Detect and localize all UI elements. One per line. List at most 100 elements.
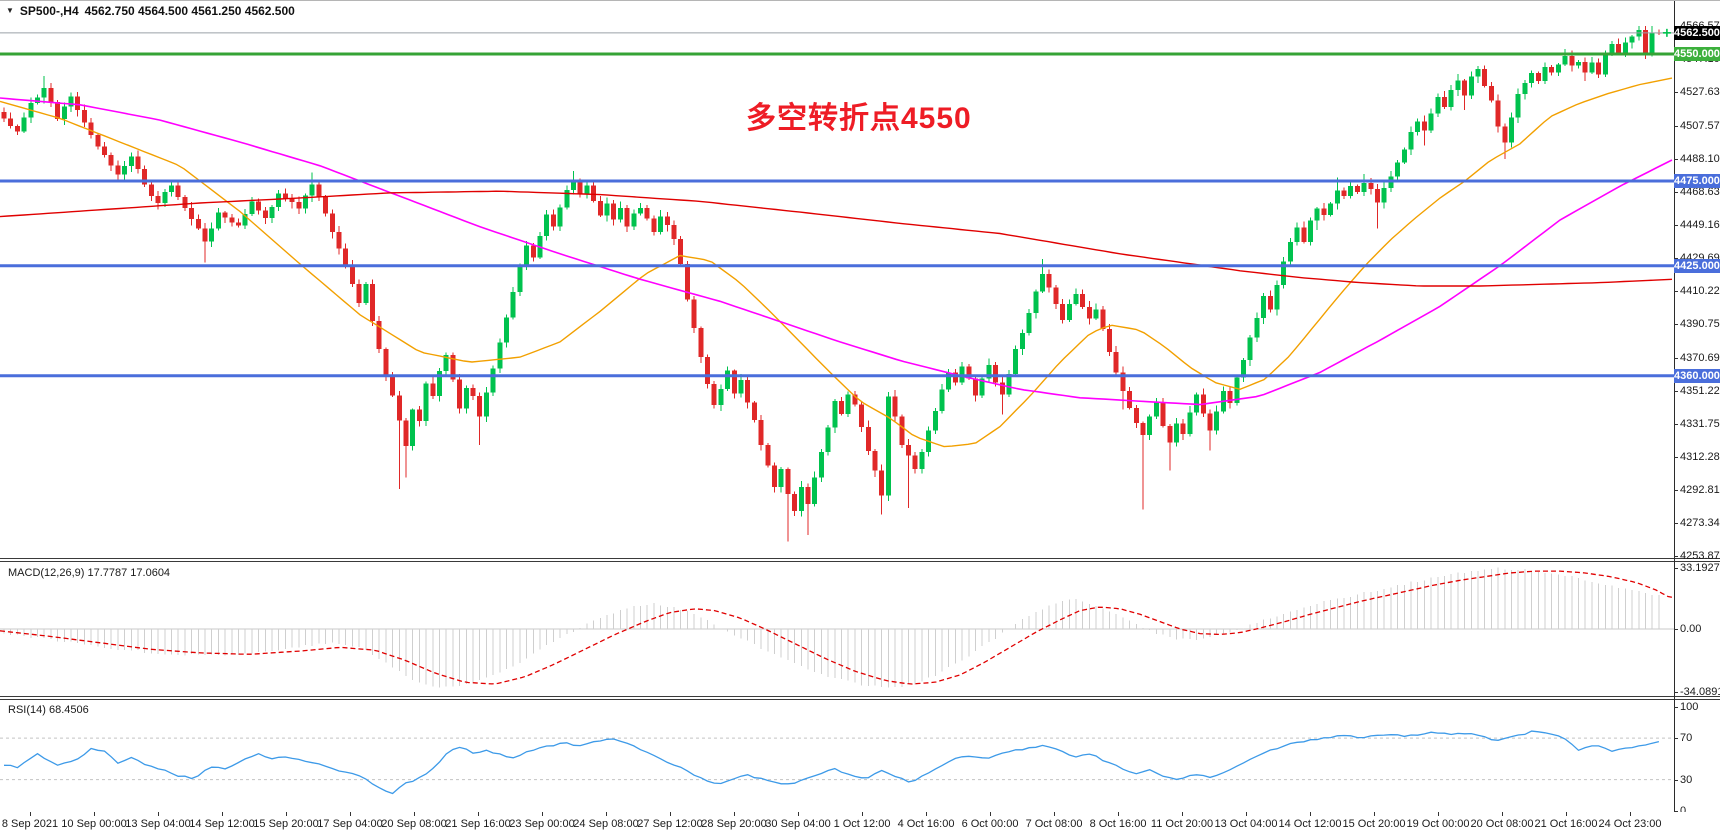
candle bbox=[316, 184, 322, 197]
time-tick bbox=[222, 812, 223, 816]
candle bbox=[1093, 309, 1099, 319]
candle bbox=[1321, 208, 1327, 216]
candle bbox=[1281, 261, 1287, 286]
candle bbox=[1495, 100, 1501, 127]
annotation-text[interactable]: 多空转折点4550 bbox=[746, 102, 972, 135]
candle bbox=[899, 416, 905, 446]
time-tick bbox=[862, 812, 863, 816]
candle bbox=[1086, 306, 1092, 319]
candle bbox=[1649, 32, 1655, 54]
axis-tick bbox=[1674, 707, 1678, 708]
candle bbox=[678, 238, 684, 265]
candle bbox=[885, 396, 891, 496]
time-axis-label: 24 Sep 08:00 bbox=[573, 818, 639, 830]
candle bbox=[1482, 68, 1488, 86]
candle bbox=[906, 445, 911, 456]
candle bbox=[343, 248, 349, 265]
candle bbox=[859, 404, 865, 427]
rsi-line bbox=[3, 730, 1660, 795]
candle bbox=[1602, 52, 1608, 75]
price-tick-label: 4331.750 bbox=[1680, 417, 1720, 430]
price-tick-label: 4253.870 bbox=[1680, 549, 1720, 562]
time-tick bbox=[1438, 812, 1439, 816]
price-tick-label: 4390.750 bbox=[1680, 317, 1720, 330]
time-tick bbox=[926, 812, 927, 816]
macd-histogram bbox=[3, 567, 1660, 688]
candle bbox=[879, 470, 885, 496]
axis-tick bbox=[1674, 779, 1678, 781]
candle bbox=[1509, 117, 1514, 143]
time-axis[interactable]: 8 Sep 2021 10 Sep 00:00 13 Sep 04:00 14 Sep… bbox=[0, 812, 1720, 838]
candle bbox=[1113, 351, 1119, 373]
candle bbox=[577, 179, 583, 195]
rsi-tick-label: 100 bbox=[1680, 701, 1699, 713]
chart-title-row: ▼ SP500-,H4 4562.750 4564.500 4561.250 4… bbox=[6, 4, 295, 18]
candle bbox=[1622, 42, 1628, 53]
axis-tick bbox=[1674, 629, 1678, 630]
candle bbox=[135, 156, 141, 169]
candle bbox=[932, 411, 938, 431]
pane-resize-handle-macd[interactable] bbox=[0, 558, 1720, 562]
candle bbox=[262, 210, 268, 219]
time-tick bbox=[606, 812, 607, 816]
chart-menu-icon[interactable]: ▼ bbox=[6, 6, 14, 15]
candle bbox=[845, 394, 851, 414]
time-tick bbox=[1054, 812, 1055, 816]
ma-slow-red bbox=[0, 190, 1673, 287]
candle bbox=[571, 179, 576, 190]
candle bbox=[1549, 66, 1555, 73]
candle bbox=[95, 135, 101, 147]
axis-tick bbox=[1674, 691, 1678, 693]
axis-tick bbox=[1674, 456, 1678, 458]
time-tick bbox=[542, 812, 543, 816]
price-axis[interactable]: 4566.5704547.1004527.6304507.5704488.100… bbox=[1674, 1, 1720, 817]
ma-fast-orange bbox=[0, 77, 1673, 448]
candle bbox=[450, 354, 456, 380]
candle bbox=[403, 420, 409, 446]
candle bbox=[591, 185, 597, 201]
candle bbox=[832, 400, 838, 428]
pane-resize-handle-rsi[interactable] bbox=[0, 696, 1720, 700]
candle bbox=[1046, 273, 1052, 288]
axis-tick bbox=[1674, 91, 1678, 93]
price-chart-canvas[interactable] bbox=[0, 1, 1674, 558]
ma-mid-magenta bbox=[0, 97, 1673, 406]
candle bbox=[684, 264, 690, 300]
candle bbox=[1133, 407, 1139, 424]
candle bbox=[14, 126, 20, 132]
candle bbox=[195, 218, 201, 229]
candle bbox=[329, 213, 335, 232]
time-axis-label: 10 Sep 00:00 bbox=[61, 818, 127, 830]
candle bbox=[497, 342, 503, 369]
time-tick bbox=[286, 812, 287, 816]
rsi-chart-canvas[interactable] bbox=[0, 700, 1674, 812]
axis-tick bbox=[1674, 568, 1678, 569]
candle bbox=[1462, 80, 1468, 96]
candle bbox=[390, 376, 396, 396]
candle bbox=[839, 400, 844, 414]
candle bbox=[1267, 296, 1273, 310]
macd-chart-canvas[interactable] bbox=[0, 562, 1674, 696]
time-axis-label: 28 Sep 20:00 bbox=[701, 818, 767, 830]
candle bbox=[1328, 203, 1334, 216]
candle bbox=[624, 207, 630, 227]
candle bbox=[88, 122, 94, 136]
macd-tick-label: 33.1927 bbox=[1680, 562, 1720, 574]
candle bbox=[1120, 372, 1126, 391]
candle bbox=[611, 203, 617, 220]
candle bbox=[430, 383, 436, 397]
time-axis-label: 11 Oct 20:00 bbox=[1150, 818, 1214, 830]
candle bbox=[1073, 294, 1079, 304]
candle bbox=[1160, 401, 1166, 426]
candle bbox=[1080, 294, 1086, 307]
candle bbox=[1542, 66, 1548, 81]
candle bbox=[1254, 318, 1260, 338]
candle bbox=[236, 222, 241, 226]
chart-symbol-timeframe: SP500-,H4 bbox=[19, 4, 79, 18]
candle bbox=[631, 213, 637, 227]
candle bbox=[336, 231, 342, 249]
candle bbox=[530, 245, 536, 258]
candle bbox=[363, 283, 369, 304]
candle bbox=[1455, 80, 1461, 91]
candle bbox=[416, 409, 422, 421]
